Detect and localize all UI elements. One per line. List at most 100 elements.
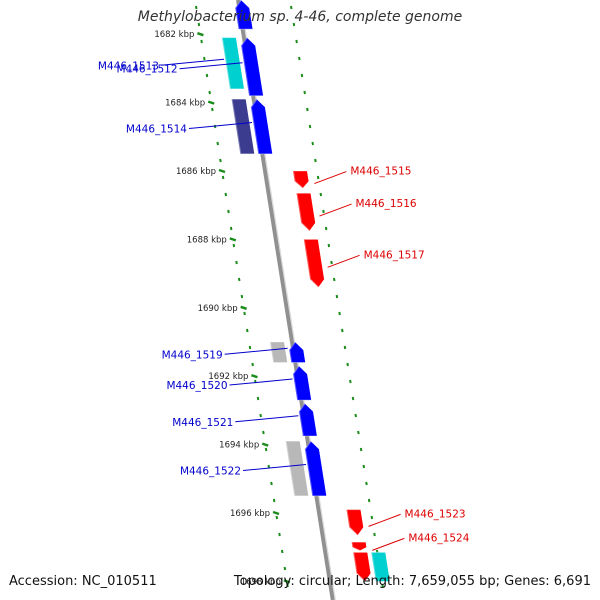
major-tick	[261, 442, 269, 447]
gene-highlight	[293, 365, 313, 401]
gene-highlight	[289, 341, 307, 364]
tick-ring-dot	[200, 39, 203, 44]
tick-ring-dot	[278, 532, 281, 537]
gene-arrow	[235, 0, 253, 30]
gene-label: M446_1515	[350, 166, 411, 178]
tick-ring-dot	[221, 175, 225, 180]
major-tick	[207, 100, 215, 105]
gene-label: M446_1524	[408, 532, 469, 544]
inner-ring-dot	[341, 328, 344, 333]
tick-ring-dot	[286, 583, 289, 588]
gene-highlight	[296, 192, 317, 232]
gene-highlight	[353, 551, 372, 583]
gene-label: M446_1513	[98, 60, 159, 72]
gene-arrow	[304, 441, 327, 496]
tick-ring-dot	[264, 447, 268, 452]
gene-highlight	[241, 36, 265, 97]
tick-ring-dot	[227, 209, 230, 214]
gene-label: M446_1519	[162, 349, 223, 361]
inner-ring-dot	[319, 192, 323, 197]
inner-ring-dot	[289, 5, 293, 10]
inner-ring-dot	[362, 464, 366, 469]
inner-ring-dot	[365, 481, 368, 486]
gene-leader-line	[368, 513, 401, 527]
inner-ring-dot	[332, 277, 336, 282]
inner-ring-dot	[381, 583, 384, 588]
major-tick	[283, 579, 291, 584]
gene-label: M446_1512	[116, 64, 177, 76]
tick-ring-dot	[235, 260, 238, 265]
gene-leader-line	[188, 122, 253, 130]
gene-highlight	[351, 541, 368, 552]
gene-leader-line	[372, 537, 405, 551]
inner-ring-dot	[306, 107, 309, 112]
kbp-ticks: 1682 kbp 1684 kbp 1686 kbp 1688 kbp 1690 kbp…	[154, 30, 291, 587]
tick-ring-dot	[275, 515, 279, 520]
tick-label: 1694 kbp	[219, 441, 259, 451]
tick-ring-dot	[232, 243, 236, 248]
gene-leader-line	[229, 378, 293, 386]
gene-highlight	[235, 0, 254, 30]
tick-label: 1692 kbp	[208, 372, 248, 382]
backbone-line	[236, 0, 335, 600]
gene-highlight	[303, 238, 326, 289]
tick-label: 1690 kbp	[198, 304, 238, 314]
tick-label: 1684 kbp	[165, 99, 205, 109]
tick-ring-dot	[197, 22, 201, 27]
gene-arrow	[296, 193, 316, 231]
tick-ring-dot	[219, 158, 222, 163]
inner-ring-dot	[300, 73, 304, 78]
map-title: Methylobacterium sp. 4-46, complete geno…	[137, 9, 463, 25]
gene-label: M446_1521	[172, 417, 233, 429]
tick-ring-dot	[246, 328, 249, 333]
tick-ring-dot	[216, 141, 220, 146]
tick-ring-dot	[237, 277, 241, 282]
gene-label: M446_1520	[166, 380, 227, 392]
gene-features	[221, 0, 391, 583]
tick-ring-dot	[283, 566, 287, 571]
accession-text: Accession: NC_010511	[9, 574, 157, 589]
gene-label: M446_1523	[405, 508, 466, 520]
dotted-guides	[194, 5, 384, 588]
gene-highlight	[231, 98, 256, 155]
gene-arrow	[293, 365, 312, 401]
gene-arrow	[299, 403, 317, 437]
tick-ring-dot	[229, 226, 233, 231]
tick-ring-dot	[243, 311, 246, 316]
tick-ring-dot	[248, 345, 252, 350]
tick-ring-dot	[259, 413, 262, 418]
gene-highlight	[250, 98, 274, 155]
inner-ring-dot	[359, 447, 363, 452]
genome-summary-text: Topology: circular; Length: 7,659,055 bp…	[233, 574, 591, 589]
major-tick	[272, 510, 280, 516]
gene-highlight	[292, 170, 310, 189]
gene-label: M446_1514	[126, 124, 187, 136]
tick-ring-dot	[208, 90, 211, 95]
gene-label: M446_1517	[364, 249, 425, 261]
tick-ring-dot	[205, 73, 209, 78]
gene-leader-line	[224, 347, 288, 355]
inner-ring-dot	[335, 294, 339, 299]
tick-ring-dot	[272, 498, 276, 503]
tick-ring-dot	[270, 481, 273, 486]
tick-ring-dot	[256, 396, 260, 401]
gene-leader-line	[319, 203, 352, 217]
major-tick	[218, 168, 226, 174]
gene-leader-line	[242, 464, 307, 472]
inner-ring-dot	[351, 396, 355, 401]
inner-ring-dot	[354, 413, 357, 418]
gene-highlight	[304, 440, 328, 497]
gene-highlight	[221, 37, 246, 90]
inner-ring-dot	[316, 175, 320, 180]
gene-leader-line	[314, 171, 347, 185]
inner-ring-dot	[357, 430, 360, 435]
inner-ring-dot	[295, 39, 298, 44]
inner-ring-dot	[370, 515, 374, 520]
inner-ring-dot	[292, 22, 296, 27]
inner-ring-dot	[311, 141, 315, 146]
inner-ring-dot	[346, 362, 349, 367]
inner-ring-dot	[314, 158, 317, 163]
inner-ring-dot	[343, 345, 347, 350]
